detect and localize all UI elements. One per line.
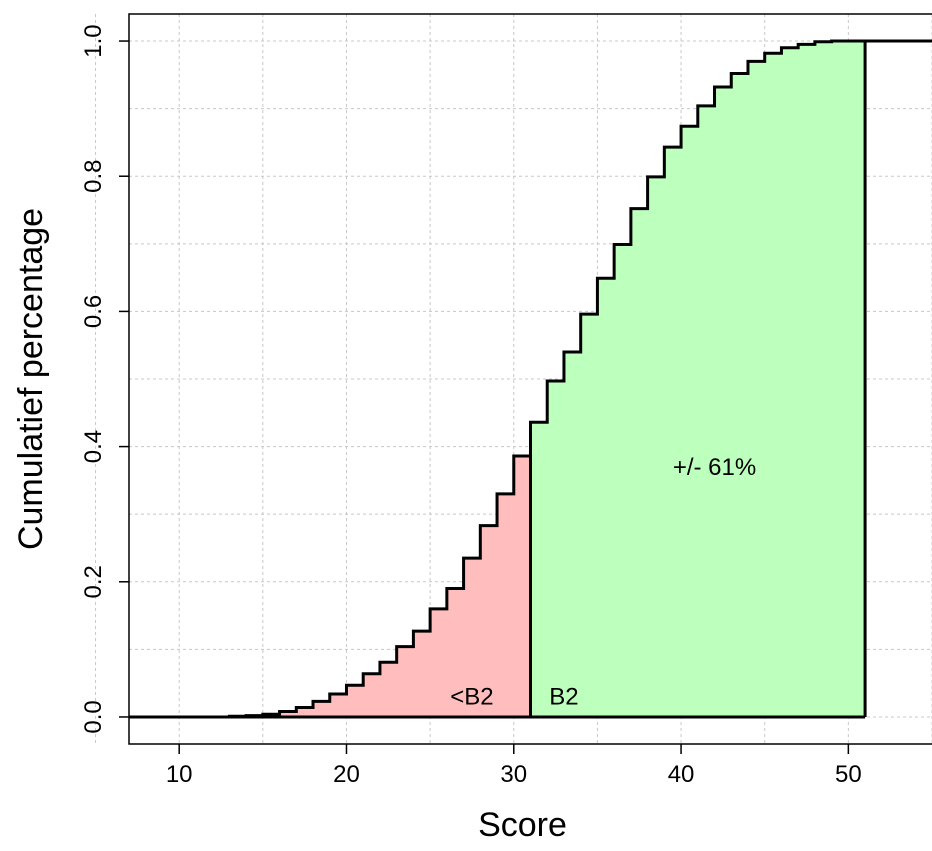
annotation-label: <B2: [450, 684, 493, 711]
x-tick-label: 40: [668, 761, 695, 788]
area-below-cutoff: [229, 456, 531, 717]
y-axis: 0.0 0.2 0.4 0.6 0.8 1.0: [80, 24, 129, 734]
x-axis-title: Score: [478, 806, 567, 844]
x-tick-label: 30: [500, 761, 527, 788]
x-axis: 10 20 30 40 50: [166, 744, 862, 788]
x-tick-label: 50: [835, 761, 862, 788]
y-tick-label: 0.4: [80, 430, 107, 463]
annotation-label: B2: [549, 684, 578, 711]
shaded-areas: [229, 41, 866, 717]
area-above-cutoff: [530, 41, 866, 717]
step-line: [129, 39, 932, 719]
y-tick-label: 0.6: [80, 295, 107, 328]
y-tick-label: 0.0: [80, 700, 107, 733]
y-tick-label: 0.2: [80, 565, 107, 598]
annotations: <B2 B2 +/- 61%: [450, 454, 756, 711]
x-tick-label: 20: [333, 761, 360, 788]
y-tick-label: 1.0: [80, 24, 107, 57]
plot-frame: [128, 13, 932, 745]
x-tick-label: 10: [166, 761, 193, 788]
y-axis-title: Cumulatief percentage: [12, 208, 50, 550]
cdf-step-path: [129, 39, 932, 719]
annotation-label: +/- 61%: [673, 454, 756, 481]
y-tick-label: 0.8: [80, 160, 107, 193]
